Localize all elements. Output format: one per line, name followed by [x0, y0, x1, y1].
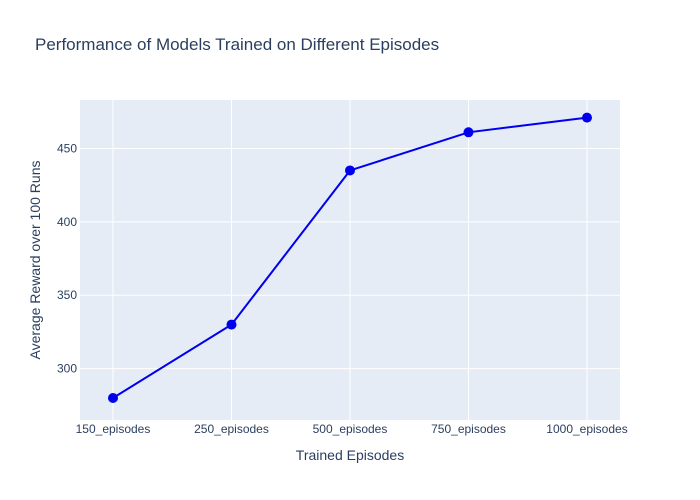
x-tick-label: 150_episodes: [76, 422, 151, 436]
data-point: [463, 127, 474, 138]
y-axis-title: Average Reward over 100 Runs: [27, 161, 43, 360]
x-tick-label: 500_episodes: [313, 422, 388, 436]
data-point: [108, 392, 118, 403]
y-tick-label: 300: [57, 362, 77, 376]
plot-area: 300 350 400 450 150_episodes 250_episodes 500_…: [57, 100, 628, 436]
y-tick-label: 450: [57, 141, 77, 155]
x-axis-title: Trained Episodes: [296, 447, 404, 463]
y-tick-label: 400: [57, 215, 77, 229]
x-tick-label: 750_episodes: [431, 422, 506, 436]
data-point: [226, 319, 237, 330]
data-point: [582, 112, 592, 123]
data-point: [345, 165, 355, 176]
x-tick-label: 1000_episodes: [546, 422, 627, 436]
x-tick-label: 250_episodes: [194, 422, 269, 436]
chart-title: Performance of Models Trained on Differe…: [35, 35, 439, 54]
y-tick-label: 350: [57, 288, 77, 302]
